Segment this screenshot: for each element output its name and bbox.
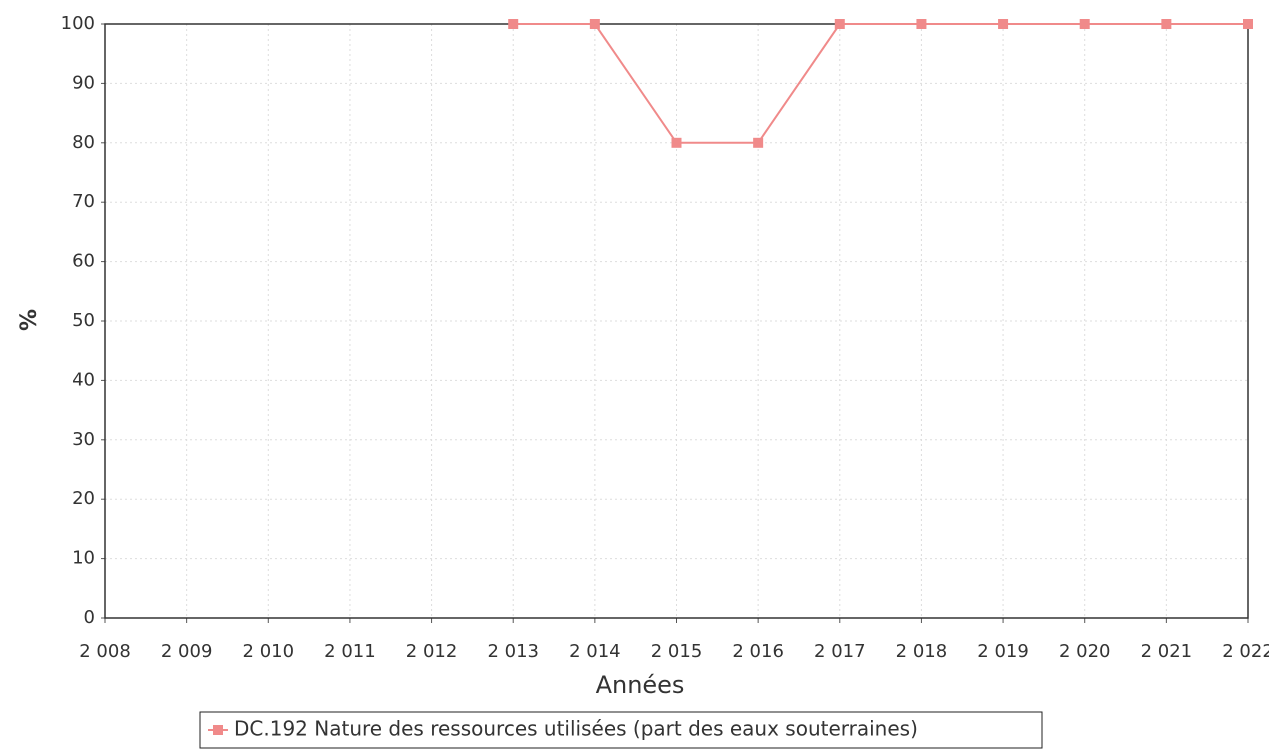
- legend-label: DC.192 Nature des ressources utilisées (…: [234, 717, 918, 741]
- marker: [916, 19, 927, 29]
- y-tick-label: 30: [72, 429, 95, 450]
- marker: [671, 137, 682, 148]
- x-tick-label: 2 013: [487, 641, 539, 662]
- x-tick-label: 2 011: [324, 641, 376, 662]
- y-tick-label: 10: [72, 548, 95, 569]
- y-axis-label: %: [17, 309, 42, 331]
- x-tick-label: 2 009: [161, 641, 213, 662]
- x-tick-label: 2 008: [79, 641, 131, 662]
- marker: [834, 19, 845, 29]
- x-tick-label: 2 014: [569, 641, 621, 662]
- marker: [508, 19, 519, 29]
- x-tick-label: 2 015: [651, 641, 703, 662]
- y-tick-label: 0: [84, 607, 95, 628]
- x-tick-label: 2 020: [1059, 641, 1111, 662]
- y-tick-label: 70: [72, 191, 95, 212]
- y-tick-label: 80: [72, 132, 95, 153]
- marker: [1161, 19, 1172, 29]
- y-tick-label: 40: [72, 369, 95, 390]
- y-tick-label: 20: [72, 488, 95, 509]
- marker: [589, 19, 600, 29]
- marker: [1079, 19, 1090, 29]
- x-tick-label: 2 021: [1141, 641, 1193, 662]
- x-tick-label: 2 018: [896, 641, 948, 662]
- legend-box: [199, 711, 1043, 749]
- x-tick-label: 2 022: [1222, 641, 1269, 662]
- y-tick-label: 60: [72, 251, 95, 272]
- x-tick-label: 2 017: [814, 641, 866, 662]
- y-tick-label: 90: [72, 72, 95, 93]
- marker: [998, 19, 1009, 29]
- legend-marker: [213, 725, 223, 735]
- line: [513, 23, 1248, 144]
- marker: [1243, 19, 1253, 29]
- x-tick-label: 2 012: [406, 641, 458, 662]
- x-tick-label: 2 010: [243, 641, 295, 662]
- x-tick-label: 2 019: [977, 641, 1029, 662]
- x-tick-label: 2 016: [732, 641, 784, 662]
- plot-frame: [104, 23, 1249, 619]
- y-tick-label: 100: [61, 13, 95, 34]
- y-tick-label: 50: [72, 310, 95, 331]
- marker: [753, 137, 764, 148]
- x-axis-label: Années: [596, 671, 685, 699]
